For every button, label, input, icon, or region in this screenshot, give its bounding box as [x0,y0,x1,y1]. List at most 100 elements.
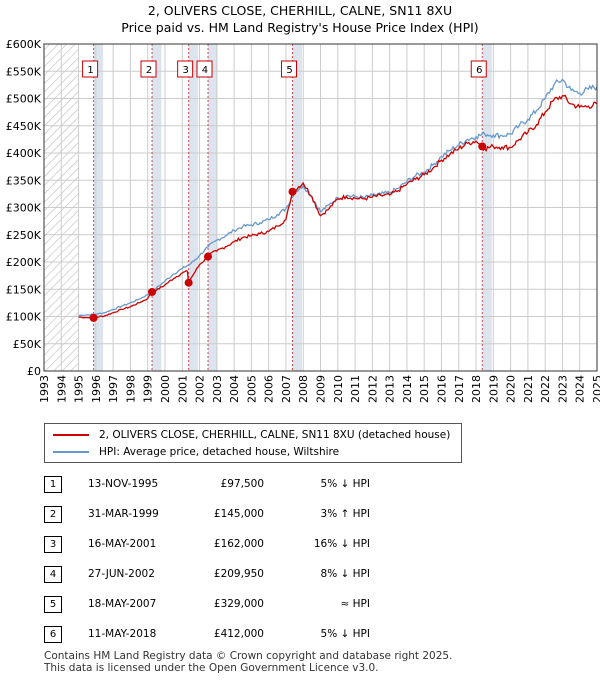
sale-hpi-relation: 8% ↓ HPI [320,568,370,580]
axes: £0 £50K £100K £150K £200K £250K £300K £350K £400… [6,38,600,403]
sale-number: 2 [44,506,62,523]
footer-line-2: This data is licensed under the Open Gov… [44,662,379,674]
sale-point-3 [184,278,193,287]
sale-date: 31-MAR-1999 [88,508,159,520]
table-row: 2 31-MAR-1999 £145,000 3% ↑ HPI [44,504,564,524]
x-tick-label: 2024 [574,375,587,403]
sale-label-box [281,60,298,78]
sale-date: 16-MAY-2001 [88,538,157,550]
table-row: 3 16-MAY-2001 £162,000 16% ↓ HPI [44,534,564,554]
sale-hpi-relation: 16% ↓ HPI [313,538,370,550]
sale-date: 27-JUN-2002 [88,568,155,580]
sale-price: £329,000 [213,598,264,610]
sale-number: 3 [44,536,62,553]
x-tick-label: 2004 [228,375,241,403]
sale-date: 18-MAY-2007 [88,598,157,610]
y-tick-label: £150K [6,283,42,296]
sale-number: 4 [44,566,62,583]
x-tick-label: 1993 [38,375,51,403]
y-tick-label: £600K [6,38,42,51]
sale-point-6 [478,142,487,151]
x-tick-label: 1997 [107,375,120,403]
x-tick-label: 2021 [522,375,535,403]
x-tick-label: 2001 [176,375,189,403]
y-tick-label: £50K [13,338,42,351]
legend-label-hpi: HPI: Average price, detached house, Wilt… [99,446,340,458]
legend-swatch-property [53,434,89,436]
grid-lines [43,43,598,372]
x-tick-label: 2022 [539,375,552,403]
footer: Contains HM Land Registry data © Crown c… [44,650,452,674]
x-tick-label: 1995 [73,375,86,403]
x-tick-label: 2005 [245,375,258,403]
table-row: 4 27-JUN-2002 £209,950 8% ↓ HPI [44,564,564,584]
sale-label-box [196,60,213,78]
sale-point-1 [89,313,98,322]
table-row: 1 13-NOV-1995 £97,500 5% ↓ HPI [44,474,564,494]
x-tick-label: 2018 [470,375,483,403]
sale-label-box [140,60,157,78]
sale-point-5 [288,187,297,196]
plot-frame [43,43,598,372]
x-tick-label: 2008 [297,375,310,403]
x-tick-label: 2013 [384,375,397,403]
sale-point-4 [203,252,212,261]
y-tick-label: £250K [6,229,42,242]
x-tick-label: 2014 [401,375,414,403]
sale-labels: 1 2 3 4 5 6 [82,60,487,78]
y-tick-label: £200K [6,256,42,269]
title-line-1: 2, OLIVERS CLOSE, CHERHILL, CALNE, SN11 … [147,3,453,18]
y-tick-label: £400K [6,147,42,160]
x-tick-label: 1998 [124,375,137,403]
sale-point-2 [148,287,157,296]
y-tick-label: £0 [27,365,41,378]
series-lines [78,78,598,320]
sale-price: £97,500 [220,478,264,490]
sale-price: £209,950 [213,568,264,580]
x-tick-label: 1999 [142,375,155,403]
sale-date: 13-NOV-1995 [88,478,159,490]
sale-price: £145,000 [213,508,264,520]
x-tick-label: 2017 [453,375,466,403]
x-tick-label: 2016 [435,375,448,403]
price-chart: 1 2 3 4 5 6 £0 £50K £100K £150K £200K £250K £300K £3… [6,38,600,403]
sale-points [89,142,487,322]
x-tick-label: 1994 [55,375,68,403]
x-tick-label: 2019 [487,375,500,403]
sale-hpi-relation: 5% ↓ HPI [320,478,370,490]
sale-label-text: 1 [87,65,93,76]
x-tick-label: 1996 [90,375,103,403]
table-row: 6 11-MAY-2018 £412,000 5% ↓ HPI [44,624,564,644]
sale-label-box [82,60,99,78]
x-tick-label: 2003 [211,375,224,403]
y-tick-label: £450K [6,120,42,133]
sale-number: 5 [44,596,62,613]
sale-hpi-relation: ≈ HPI [340,598,370,610]
chart-title: 2, OLIVERS CLOSE, CHERHILL, CALNE, SN11 … [0,2,600,36]
y-tick-label: £100K [6,311,42,324]
sale-label-text: 2 [146,65,152,76]
y-tick-label: £550K [6,65,42,78]
sale-label-text: 3 [182,65,188,76]
y-tick-label: £500K [6,93,42,106]
sale-hpi-relation: 3% ↑ HPI [320,508,370,520]
table-row: 5 18-MAY-2007 £329,000 ≈ HPI [44,594,564,614]
sale-label-box [470,60,487,78]
x-tick-label: 2023 [556,375,569,403]
x-tick-label: 2020 [505,375,518,403]
y-tick-label: £350K [6,174,42,187]
property-line [78,94,598,320]
x-tick-label: 2012 [366,375,379,403]
sale-number: 1 [44,476,62,493]
x-tick-label: 2002 [194,375,207,403]
legend: 2, OLIVERS CLOSE, CHERHILL, CALNE, SN11 … [44,423,462,463]
x-tick-label: 2010 [332,375,345,403]
footer-line-1: Contains HM Land Registry data © Crown c… [44,650,453,662]
title-line-2: Price paid vs. HM Land Registry's House … [121,20,479,35]
legend-label-property: 2, OLIVERS CLOSE, CHERHILL, CALNE, SN11 … [99,429,451,441]
x-tick-label: 2025 [591,375,600,403]
x-tick-label: 2011 [349,375,362,403]
hpi-line [78,78,598,317]
x-tick-label: 2000 [159,375,172,403]
x-tick-label: 2006 [263,375,276,403]
